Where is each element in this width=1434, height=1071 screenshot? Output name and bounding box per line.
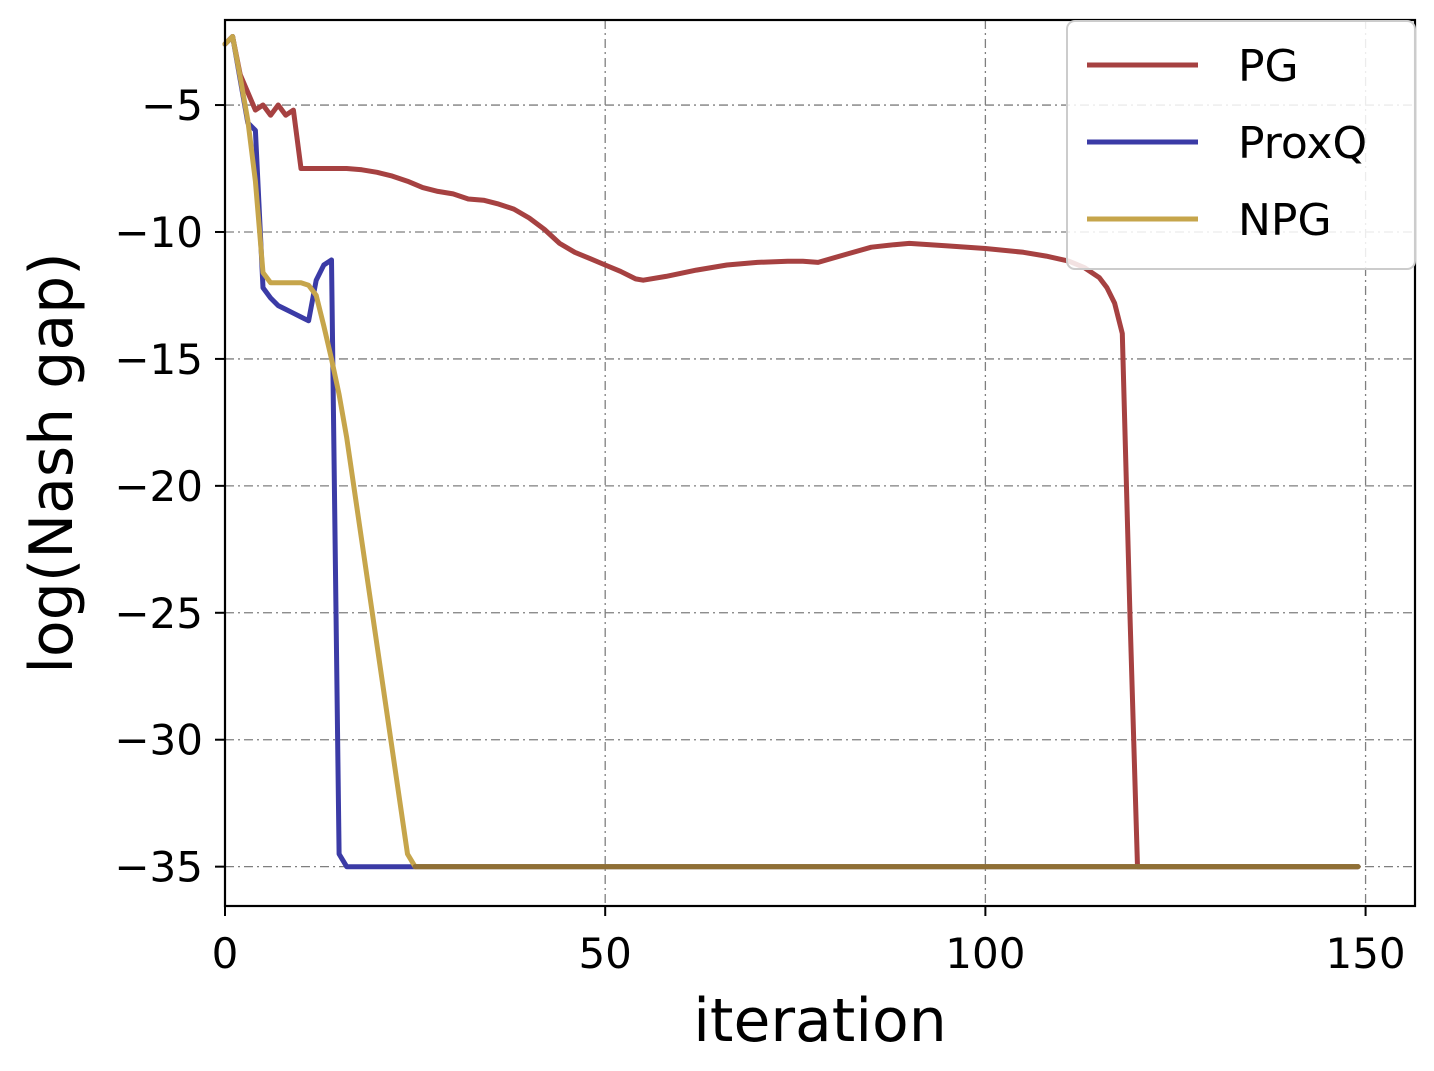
plot-lines — [222, 34, 1361, 870]
y-tick-label: −25 — [114, 589, 203, 638]
x-axis-label: iteration — [693, 986, 946, 1056]
y-tick-label: −20 — [114, 462, 203, 511]
y-tick-label: −15 — [114, 335, 203, 384]
legend-box — [1066, 20, 1416, 270]
y-tick-label: −5 — [141, 81, 203, 130]
legend: PG ProxQ NPG — [1066, 20, 1416, 270]
ticks: 0 50 100 150 −5 −10 −15 −20 −25 −30 −35 — [114, 81, 1405, 978]
legend-label-proxq: ProxQ — [1238, 118, 1367, 169]
x-tick-label: 100 — [945, 929, 1025, 978]
x-tick-label: 150 — [1325, 929, 1405, 978]
y-axis-label: log(Nash gap) — [17, 252, 87, 673]
y-tick-label: −10 — [114, 208, 203, 257]
y-tick-label: −30 — [114, 716, 203, 765]
x-tick-label: 50 — [578, 929, 631, 978]
axes-frame — [223, 18, 1417, 908]
legend-label-pg: PG — [1238, 41, 1299, 92]
series-line-pg — [222, 34, 1361, 870]
legend-label-npg: NPG — [1238, 195, 1332, 246]
x-tick-label: 0 — [212, 929, 239, 978]
y-tick-label: −35 — [114, 843, 203, 892]
